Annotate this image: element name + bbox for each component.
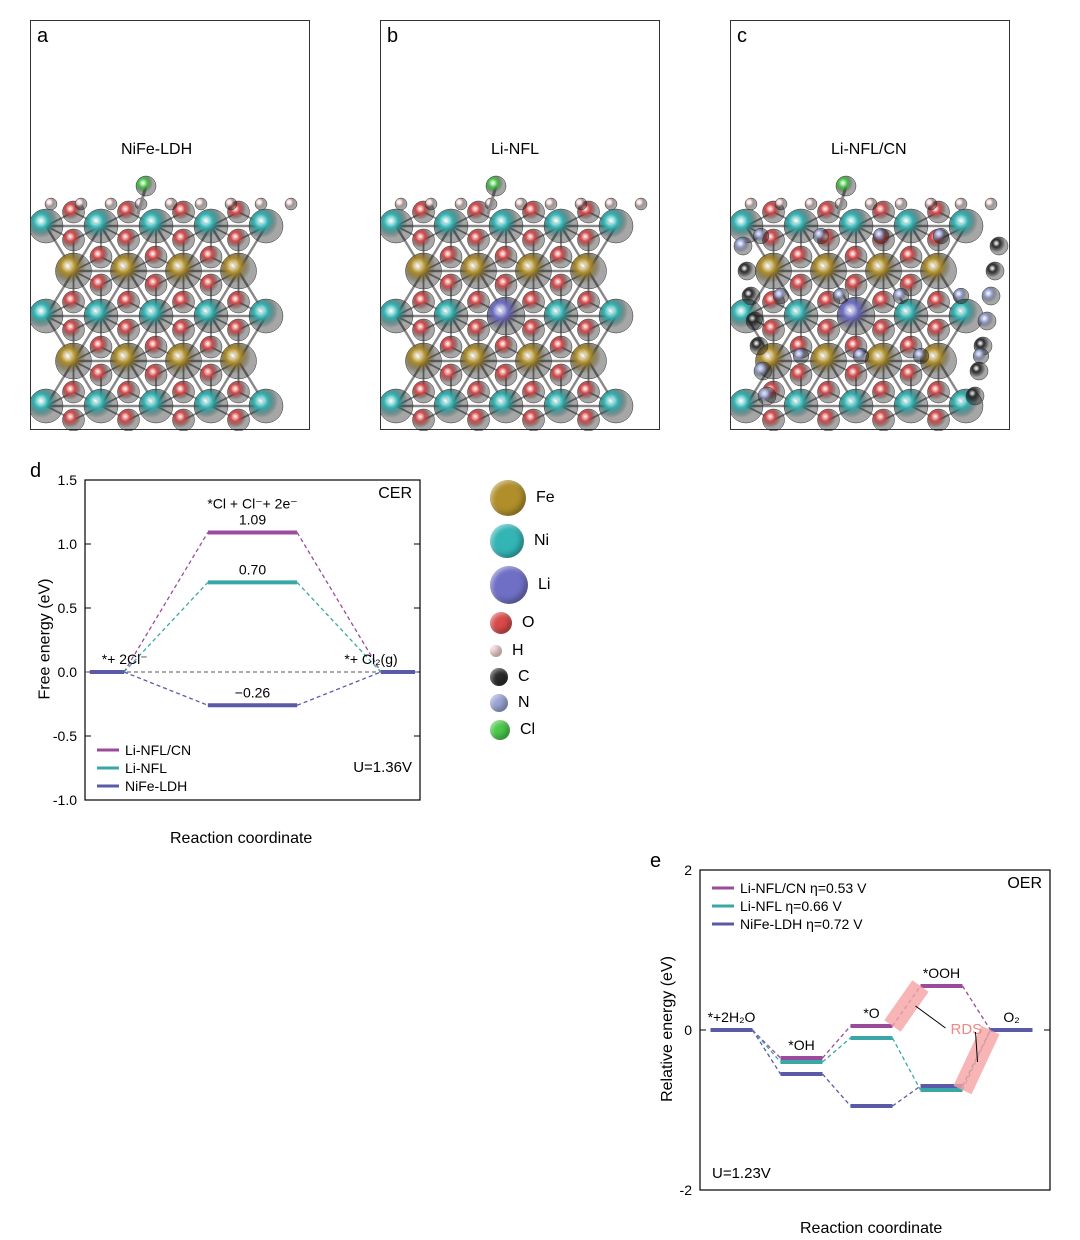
atom-sphere-icon [490, 524, 524, 558]
panel-d-ylabel: Free energy (eV) [36, 579, 54, 700]
svg-text:OER: OER [1007, 875, 1042, 892]
svg-text:0: 0 [684, 1022, 692, 1038]
svg-text:*O: *O [863, 1005, 879, 1021]
panel-e-ylabel: Relative energy (eV) [659, 956, 677, 1102]
panel-e-xlabel: Reaction coordinate [800, 1220, 942, 1238]
atom-legend-Fe: Fe [490, 480, 555, 516]
panel-c-box: c Li-NFL/CN [730, 20, 1010, 430]
svg-text:*Cl + Cl⁻+ 2e⁻: *Cl + Cl⁻+ 2e⁻ [207, 495, 297, 511]
svg-text:*+2H₂O: *+2H₂O [708, 1009, 756, 1025]
chart-e-svg: -2 0 2 *+2H₂O *OH *O *OOH O₂ RDS Li-NFL/CN η=0.53… [650, 860, 1060, 1220]
svg-text:-0.5: -0.5 [53, 728, 77, 744]
svg-text:NiFe-LDH η=0.72 V: NiFe-LDH η=0.72 V [740, 916, 863, 932]
svg-text:Li-NFL/CN η=0.53 V: Li-NFL/CN η=0.53 V [740, 880, 867, 896]
svg-text:NiFe-LDH: NiFe-LDH [125, 778, 187, 794]
panel-c: c Li-NFL/CN [730, 20, 1010, 430]
atom-sphere-icon [490, 612, 512, 634]
svg-text:*+ 2Cl⁻: *+ 2Cl⁻ [102, 651, 148, 667]
svg-text:0.70: 0.70 [239, 561, 266, 577]
atom-legend-C: C [490, 668, 555, 686]
atom-label: Fe [536, 489, 555, 507]
panel-a-box: a NiFe-LDH [30, 20, 310, 430]
atom-sphere-icon [490, 645, 502, 657]
structure-a [31, 21, 311, 431]
svg-text:*+ Cl₂(g): *+ Cl₂(g) [344, 651, 397, 667]
svg-text:-2: -2 [680, 1182, 693, 1198]
svg-text:2: 2 [684, 862, 692, 878]
svg-text:Li-NFL: Li-NFL [125, 760, 167, 776]
panel-d-xlabel: Reaction coordinate [170, 830, 312, 848]
atom-label: O [522, 614, 534, 632]
atom-legend-Li: Li [490, 566, 555, 604]
panel-b: b Li-NFL [380, 20, 660, 430]
panel-e: e -202*+2H₂O*OH*O*OOHO₂RDSLi-NFL/CN η=0.… [650, 850, 1060, 1240]
atom-legend-Cl: Cl [490, 720, 555, 740]
structure-c [731, 21, 1011, 431]
svg-text:-1.0: -1.0 [53, 792, 77, 808]
atom-legend-N: N [490, 694, 555, 712]
atom-label: C [518, 668, 530, 686]
svg-text:Li-NFL/CN: Li-NFL/CN [125, 742, 191, 758]
panel-a: a NiFe-LDH [30, 20, 310, 430]
svg-text:*OOH: *OOH [923, 965, 960, 981]
svg-text:O₂: O₂ [1003, 1009, 1019, 1025]
svg-text:U=1.36V: U=1.36V [353, 759, 412, 776]
atom-sphere-icon [490, 720, 510, 740]
atom-sphere-icon [490, 694, 508, 712]
svg-text:CER: CER [378, 485, 412, 502]
atom-label: Cl [520, 721, 535, 739]
atom-label: Li [538, 576, 550, 594]
svg-text:1.5: 1.5 [58, 472, 78, 488]
atom-label: N [518, 694, 530, 712]
atom-legend-Ni: Ni [490, 524, 555, 558]
atom-legend: Fe Ni Li OHCN Cl [490, 480, 555, 748]
structure-b [381, 21, 661, 431]
atom-sphere-icon [490, 668, 508, 686]
atom-label: H [512, 642, 524, 660]
svg-text:0.0: 0.0 [58, 664, 78, 680]
svg-text:−0.26: −0.26 [235, 684, 271, 700]
atom-legend-H: H [490, 642, 555, 660]
svg-text:1.0: 1.0 [58, 536, 78, 552]
svg-text:0.5: 0.5 [58, 600, 78, 616]
panel-b-box: b Li-NFL [380, 20, 660, 430]
atom-sphere-icon [490, 480, 526, 516]
svg-text:*OH: *OH [788, 1037, 814, 1053]
chart-d-svg: -1.0 -0.5 0.0 0.5 1.0 1.5 1.09 0.70 −0.26 *+ 2Cl⁻… [30, 470, 430, 830]
atom-sphere-icon [490, 566, 528, 604]
atom-legend-O: O [490, 612, 555, 634]
svg-text:U=1.23V: U=1.23V [712, 1165, 771, 1182]
svg-text:1.09: 1.09 [239, 511, 266, 527]
svg-text:RDS: RDS [951, 1021, 983, 1038]
svg-text:Li-NFL η=0.66 V: Li-NFL η=0.66 V [740, 898, 842, 914]
atom-label: Ni [534, 532, 549, 550]
panel-d: d -1.0-0.50.00.51.01.51.090.70−0.26*+ 2C… [30, 460, 430, 850]
